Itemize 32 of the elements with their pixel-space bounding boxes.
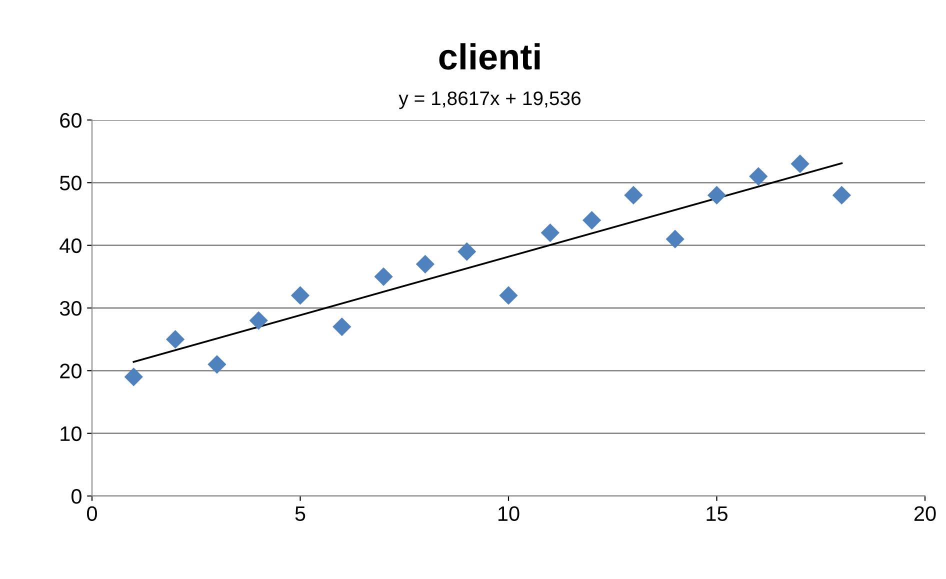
point xyxy=(582,210,602,230)
point xyxy=(540,223,560,242)
point xyxy=(290,286,310,305)
x-tick-label: 20 xyxy=(914,506,936,522)
y-tick-label: 10 xyxy=(60,426,82,442)
point xyxy=(832,186,852,205)
point xyxy=(166,330,185,349)
chart-title: clienti xyxy=(439,43,540,70)
point xyxy=(499,286,518,305)
x-tick-label: 0 xyxy=(87,506,97,522)
point xyxy=(374,267,393,286)
y-tick-label: 60 xyxy=(60,113,82,128)
point xyxy=(749,167,768,186)
point xyxy=(416,254,435,274)
point xyxy=(332,317,352,336)
y-tick-label: 40 xyxy=(60,238,82,254)
text: y = 1,8617x + 19,536 xyxy=(398,91,581,110)
y-tick-label: 0 xyxy=(72,489,82,504)
y-tick-label: 20 xyxy=(60,364,82,378)
x-tick-label: 5 xyxy=(295,506,306,522)
y-tick-label: 30 xyxy=(60,301,82,316)
y-tick-label: 50 xyxy=(60,176,82,190)
point xyxy=(249,311,268,330)
x-tick-label: 15 xyxy=(706,506,728,522)
x-tick-label: 10 xyxy=(498,506,520,522)
point xyxy=(124,368,143,386)
point xyxy=(707,186,726,205)
point xyxy=(624,186,643,205)
point xyxy=(458,242,476,261)
point xyxy=(208,355,226,374)
point xyxy=(666,230,684,248)
point xyxy=(790,154,810,174)
